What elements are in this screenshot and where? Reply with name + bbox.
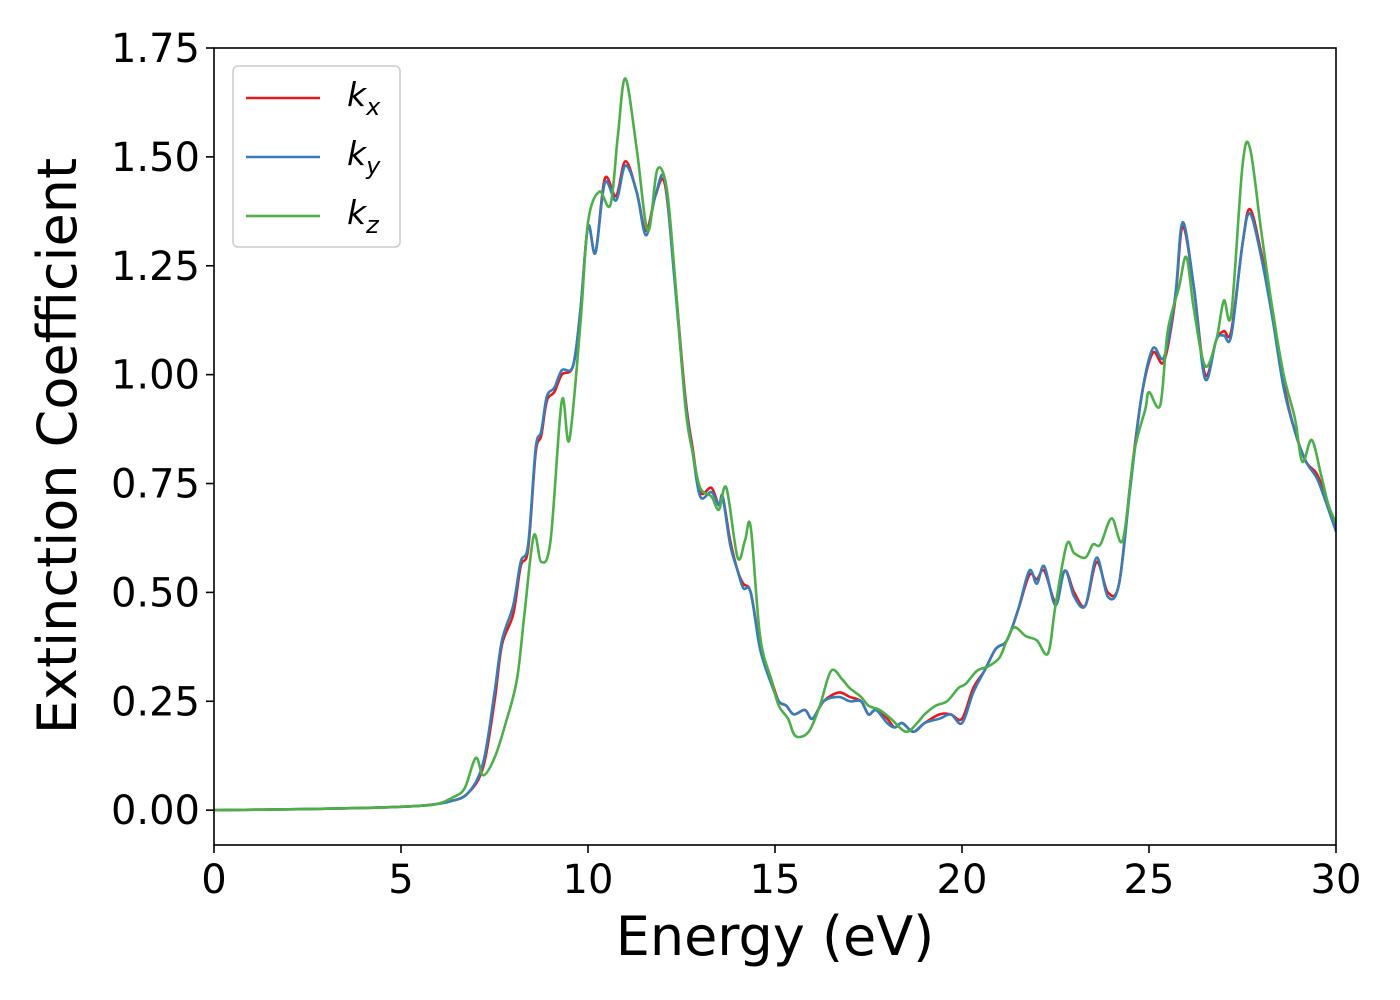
y-tick-label: 1.25 [111,244,200,290]
series-line-x [214,159,1336,812]
y-axis-title: Extinction Coefficient [26,158,89,734]
legend-label-x: kx [347,75,381,121]
legend-label-y: ky [347,134,381,180]
series-line-y [214,164,1336,812]
y-tick-label: 0.25 [111,679,200,725]
x-tick-label: 10 [563,857,614,903]
x-tick-label: 5 [388,857,413,903]
y-axis: 0.00 0.25 0.50 0.75 1.00 1.25 1.50 1.75 [111,26,214,834]
y-tick-label: 0.00 [111,788,200,834]
x-tick-label: 30 [1311,857,1362,903]
y-tick-label: 1.75 [111,26,200,72]
x-tick-label: 0 [201,857,226,903]
y-tick-label: 0.50 [111,570,200,616]
y-tick-label: 0.75 [111,462,200,508]
x-tick-label: 20 [937,857,988,903]
y-tick-label: 1.50 [111,135,200,181]
y-tick-label: 1.00 [111,353,200,399]
x-axis-title: Energy (eV) [616,905,935,968]
x-tick-label: 15 [750,857,801,903]
series-lines [214,77,1336,812]
x-tick-label: 25 [1124,857,1175,903]
x-axis: 0 5 10 15 20 25 30 [201,845,1361,903]
legend-label-z: kz [347,193,380,239]
legend: kx ky kz [232,65,401,248]
series-line-z [214,77,1336,812]
